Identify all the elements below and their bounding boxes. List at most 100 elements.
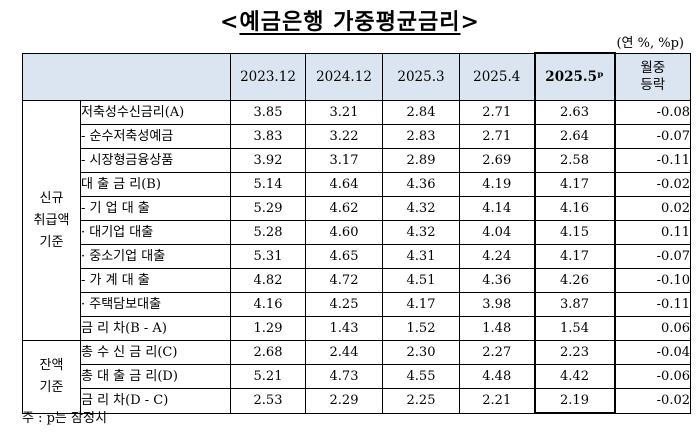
rate-cell: 4.51 (382, 268, 460, 293)
footnote: 주 : p는 잠정치 (22, 411, 107, 426)
rate-cell: 4.48 (459, 364, 535, 389)
rate-cell: 4.26 (533, 268, 616, 293)
table-row: - 기 업 대 출 5.29 4.62 4.32 4.14 4.16 0.02 (23, 196, 691, 221)
rate-cell: 2.19 (533, 388, 616, 414)
rate-cell: 1.54 (533, 316, 616, 341)
rate-cell: 4.32 (382, 220, 460, 245)
rate-cell: 4.36 (459, 268, 535, 293)
table-row: · 중소기업 대출 5.31 4.65 4.31 4.24 4.17 -0.07 (23, 244, 691, 269)
row-label: - 가 계 대 출 (80, 268, 231, 293)
rate-cell: 3.17 (305, 148, 383, 173)
rate-cell: 2.30 (382, 340, 460, 365)
mom-change-cell: -0.11 (614, 148, 691, 173)
rate-cell: 3.98 (459, 292, 535, 317)
rate-cell: 4.24 (459, 244, 535, 269)
rate-cell: 4.32 (382, 196, 460, 221)
rate-cell: 2.44 (305, 340, 383, 365)
rate-cell: 4.19 (459, 172, 535, 197)
title-close-bracket: > (460, 9, 480, 35)
col-header: 2024.12 (305, 52, 383, 101)
mom-change-cell: -0.11 (614, 292, 691, 317)
header-corner (22, 52, 231, 101)
rate-cell: 2.21 (459, 388, 535, 414)
rate-cell: 5.28 (230, 220, 306, 245)
table-row: · 주택담보대출 4.16 4.25 4.17 3.98 3.87 -0.11 (23, 292, 691, 317)
rate-cell: 4.55 (382, 364, 460, 389)
col-header: 2025.4 (459, 52, 535, 101)
table-row: 금 리 차(D - C) 2.53 2.29 2.25 2.21 2.19 -0.02 (23, 388, 691, 414)
mom-change-cell: -0.08 (614, 100, 691, 125)
unit-label: (연 %, %p) (616, 36, 684, 51)
row-label: 저축성수신금리(A) (80, 100, 231, 125)
rate-cell: 2.64 (533, 124, 616, 149)
row-label: 총 수 신 금 리(C) (80, 340, 231, 365)
rate-cell: 4.15 (533, 220, 616, 245)
title-text: 예금은행 가중평균금리 (239, 9, 461, 35)
rate-cell: 4.17 (533, 172, 616, 197)
rate-cell: 4.16 (230, 292, 306, 317)
row-label: 금 리 차(B - A) (80, 316, 231, 341)
table-row: - 시장형금융상품 3.92 3.17 2.89 2.69 2.58 -0.11 (23, 148, 691, 173)
rate-cell: 2.25 (382, 388, 460, 414)
row-label: 금 리 차(D - C) (80, 388, 231, 414)
rate-cell: 1.48 (459, 316, 535, 341)
col-header: 2023.12 (230, 52, 306, 101)
rate-cell: 2.83 (382, 124, 460, 149)
row-label: - 기 업 대 출 (80, 196, 231, 221)
mom-change-cell: -0.06 (614, 364, 691, 389)
table-row: 금 리 차(B - A) 1.29 1.43 1.52 1.48 1.54 0.06 (23, 316, 691, 341)
rate-cell: 5.21 (230, 364, 306, 389)
mom-change-cell: 0.06 (614, 316, 691, 341)
rate-cell: 3.85 (230, 100, 306, 125)
rate-cell: 4.42 (533, 364, 616, 389)
row-label: · 중소기업 대출 (80, 244, 231, 269)
rate-cell: 5.14 (230, 172, 306, 197)
mom-change-cell: -0.10 (614, 268, 691, 293)
rate-cell: 2.53 (230, 388, 306, 414)
table-row: 신규 취급액 기준 저축성수신금리(A) 3.85 3.21 2.84 2.71 2.63 -0.… (22, 100, 691, 341)
rate-cell: 1.52 (382, 316, 460, 341)
rate-cell: 2.89 (382, 148, 460, 173)
table-row: 잔액 기준 총 수 신 금 리(C) 2.68 2.44 2.30 2.27 2.23 -0.0… (22, 340, 691, 414)
rate-cell: 4.82 (230, 268, 306, 293)
rate-cell: 2.71 (459, 124, 535, 149)
mom-change-cell: 0.02 (614, 196, 691, 221)
group-label: 신규 취급액 기준 (22, 100, 81, 341)
col-header-mom: 월중 등락 (614, 52, 691, 101)
row-label: - 시장형금융상품 (80, 148, 231, 173)
rate-cell: 4.73 (305, 364, 383, 389)
mom-change-cell: 0.11 (614, 220, 691, 245)
rate-cell: 3.21 (305, 100, 383, 125)
rate-cell: 4.04 (459, 220, 535, 245)
rate-cell: 4.36 (382, 172, 460, 197)
header-row: 2023.12 2024.12 2025.3 2025.4 2025.5ᵖ 월중… (22, 52, 691, 101)
table-row: 대 출 금 리(B) 5.14 4.64 4.36 4.19 4.17 -0.02 (23, 172, 691, 197)
rate-cell: 3.92 (230, 148, 306, 173)
rate-cell: 1.43 (305, 316, 383, 341)
rate-cell: 1.29 (230, 316, 306, 341)
mom-change-cell: -0.02 (614, 388, 691, 414)
col-header: 2025.3 (382, 52, 460, 101)
row-label: 총 대 출 금 리(D) (80, 364, 231, 389)
table-row: - 순수저축성예금 3.83 3.22 2.83 2.71 2.64 -0.07 (23, 124, 691, 149)
rate-cell: 4.64 (305, 172, 383, 197)
page-title: <예금은행 가중평균금리> (0, 4, 700, 36)
rate-cell: 2.71 (459, 100, 535, 125)
row-label: · 대기업 대출 (80, 220, 231, 245)
table-row: · 대기업 대출 5.28 4.60 4.32 4.04 4.15 0.11 (23, 220, 691, 245)
rate-cell: 4.65 (305, 244, 383, 269)
mom-change-cell: -0.02 (614, 172, 691, 197)
rate-cell: 4.17 (382, 292, 460, 317)
rate-cell: 4.25 (305, 292, 383, 317)
rate-cell: 3.87 (533, 292, 616, 317)
mom-change-cell: -0.04 (614, 340, 691, 365)
rate-cell: 4.72 (305, 268, 383, 293)
mom-change-cell: -0.07 (614, 124, 691, 149)
rate-cell: 5.29 (230, 196, 306, 221)
rate-cell: 5.31 (230, 244, 306, 269)
row-label: · 주택담보대출 (80, 292, 231, 317)
rate-cell: 4.62 (305, 196, 383, 221)
rate-cell: 2.63 (533, 100, 616, 125)
group-label: 잔액 기준 (22, 340, 81, 414)
table-row: 총 대 출 금 리(D) 5.21 4.73 4.55 4.48 4.42 -0.06 (23, 364, 691, 389)
